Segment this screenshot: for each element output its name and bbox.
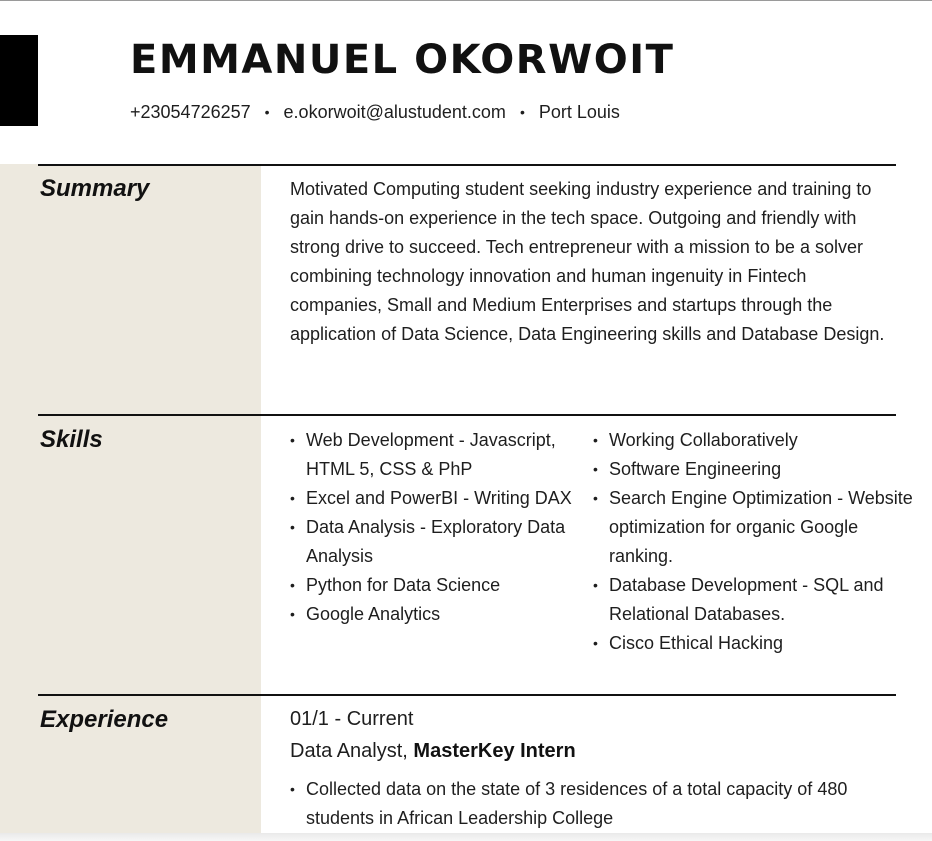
summary-heading: Summary [40, 175, 150, 202]
email-address: e.okorwoit@alustudent.com [283, 102, 506, 122]
candidate-name: EMMANUEL OKORWOIT [130, 37, 675, 83]
skills-heading: Skills [40, 426, 103, 453]
skill-item: Google Analytics [290, 600, 580, 629]
skills-list-right: Working Collaboratively Software Enginee… [593, 426, 913, 658]
summary-text: Motivated Computing student seeking indu… [290, 179, 885, 344]
summary-divider [38, 164, 896, 166]
experience-bullets: Collected data on the state of 3 residen… [290, 775, 890, 833]
sidebar-background [0, 164, 261, 833]
job-title: Data Analyst, [290, 740, 408, 762]
contact-separator: • [519, 104, 525, 120]
skill-item: Excel and PowerBI - Writing DAX [290, 484, 580, 513]
skill-item: Cisco Ethical Hacking [593, 629, 913, 658]
skill-item: Working Collaboratively [593, 426, 913, 455]
skills-list-left: Web Development - Javascript, HTML 5, CS… [290, 426, 580, 629]
skill-item: Python for Data Science [290, 571, 580, 600]
phone-number: +23054726257 [130, 102, 251, 122]
skill-item: Software Engineering [593, 455, 913, 484]
skill-item: Web Development - Javascript, HTML 5, CS… [290, 426, 580, 484]
contact-line: +23054726257 • e.okorwoit@alustudent.com • P… [130, 102, 620, 123]
experience-bullet: Collected data on the state of 3 residen… [290, 775, 890, 833]
skill-item: Search Engine Optimization - Website opt… [593, 484, 913, 571]
experience-role-line: Data Analyst, MasterKey Intern [290, 740, 576, 763]
experience-heading: Experience [40, 706, 169, 733]
contact-separator: • [264, 104, 270, 120]
accent-block [0, 35, 38, 126]
skill-item: Data Analysis - Exploratory Data Analysi… [290, 513, 580, 571]
experience-dates: 01/1 - Current [290, 708, 414, 730]
page-bottom-edge [0, 833, 932, 841]
location: Port Louis [538, 102, 620, 122]
skill-item: Database Development - SQL and Relationa… [593, 571, 913, 629]
company-name: MasterKey Intern [413, 740, 576, 762]
skills-divider [38, 414, 896, 416]
experience-divider [38, 694, 896, 696]
